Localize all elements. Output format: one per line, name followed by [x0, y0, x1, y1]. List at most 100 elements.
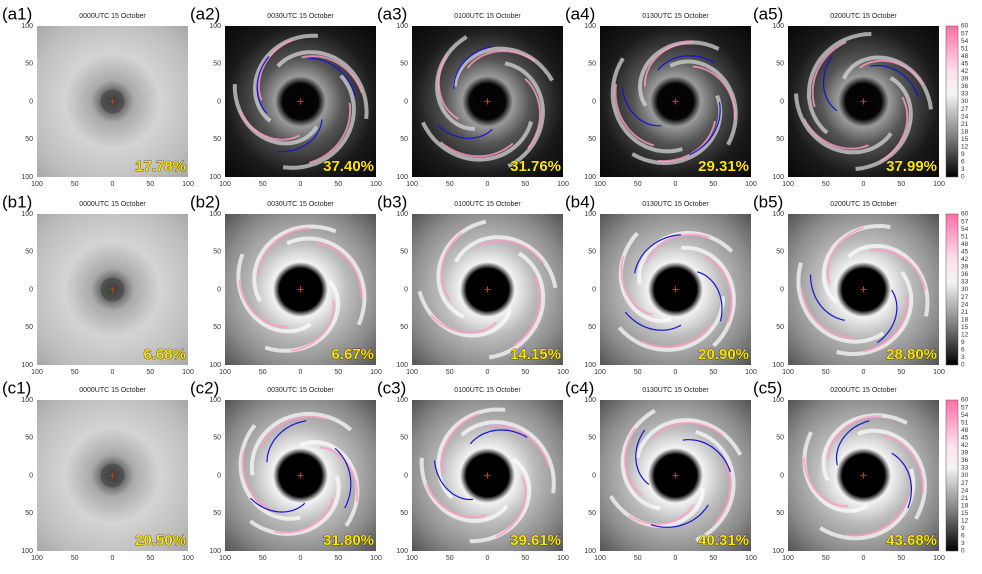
y-tick-label: 0 [404, 286, 408, 293]
percentage: 37.99% [886, 158, 937, 175]
x-tick-label: 100 [782, 369, 794, 376]
x-tick-label: 100 [557, 181, 569, 188]
y-tick-label: 100 [584, 548, 596, 555]
y-tick-label: 50 [400, 61, 408, 68]
x-tick-label: 0 [111, 181, 115, 188]
pink-band [439, 141, 514, 158]
y-tick-label: 100 [209, 23, 221, 30]
pink-band [301, 55, 363, 94]
y-tick-label: 50 [776, 136, 784, 143]
panel-label: (c2) [190, 378, 219, 397]
y-tick-label: 50 [213, 510, 221, 517]
y-tick-label: 50 [588, 136, 596, 143]
x-tick-label: 0 [299, 555, 303, 562]
y-tick-label: 100 [396, 211, 408, 218]
x-tick-label: 0 [674, 555, 678, 562]
y-tick-label: 50 [776, 510, 784, 517]
colorbar-tick-label: 24 [961, 113, 969, 120]
spiral-band [249, 411, 353, 476]
colorbar-tick-label: 24 [961, 487, 969, 494]
colorbar-tick-label: 27 [961, 106, 969, 113]
colorbar-tick-label: 57 [961, 404, 969, 411]
colorbar-tick-label: 15 [961, 510, 969, 517]
contour [891, 452, 912, 509]
colorbar-tick-label: 30 [961, 98, 969, 105]
spiral-band [252, 224, 337, 303]
spiral-band [253, 33, 318, 123]
center-mark [109, 98, 116, 105]
spiral-band [436, 219, 487, 319]
pink-band [291, 299, 335, 352]
y-tick-label: 100 [772, 211, 784, 218]
percentage: 28.80% [886, 346, 937, 363]
x-tick-label: 50 [521, 369, 529, 376]
contour [434, 460, 474, 501]
panel: (c2) 0030UTC 15 October31.80%100100505000… [190, 378, 382, 561]
pink-band [488, 425, 550, 468]
y-tick-label: 0 [217, 98, 221, 105]
colorbar-tick-label: 3 [961, 166, 965, 173]
colorbar-tick-label: 15 [961, 324, 969, 331]
y-tick-label: 0 [29, 286, 33, 293]
x-tick-label: 50 [822, 369, 830, 376]
y-tick-label: 100 [584, 174, 596, 181]
panel-time: 0130UTC 15 October [642, 201, 709, 208]
x-tick-label: 50 [822, 181, 830, 188]
percentage: 43.68% [886, 532, 937, 549]
spiral-band [488, 251, 546, 360]
x-tick-label: 0 [111, 555, 115, 562]
y-tick-label: 0 [29, 472, 33, 479]
x-tick-label: 100 [745, 181, 757, 188]
y-tick-label: 50 [213, 435, 221, 442]
panel: (a4) 0130UTC 15 October29.31%100100505000… [565, 4, 757, 187]
x-tick-label: 50 [897, 369, 905, 376]
panel: (c3) 0100UTC 15 October39.61%100100505000… [377, 378, 569, 561]
panel: (c4) 0130UTC 15 October40.31%100100505000… [565, 378, 757, 561]
x-tick-label: 0 [862, 181, 866, 188]
colorbar-tick-label: 0 [961, 548, 965, 555]
pink-band [475, 239, 545, 265]
x-tick-label: 100 [31, 181, 43, 188]
x-tick-label: 0 [486, 181, 490, 188]
center-mark [109, 472, 116, 479]
contour [277, 119, 323, 153]
colorbar-tick-label: 54 [961, 38, 969, 45]
spiral-band [419, 457, 509, 523]
spiral-band [857, 428, 927, 520]
colorbar-tick-label: 60 [961, 23, 969, 30]
y-tick-label: 50 [776, 61, 784, 68]
contour [437, 124, 493, 139]
x-tick-label: 100 [933, 555, 945, 562]
spiral-band [610, 57, 683, 154]
center-mark [672, 286, 679, 293]
x-tick-label: 100 [745, 369, 757, 376]
x-tick-label: 100 [31, 555, 43, 562]
y-tick-label: 50 [213, 136, 221, 143]
colorbar-tick-label: 12 [961, 518, 969, 525]
x-tick-label: 100 [182, 555, 194, 562]
colorbar-tick-label: 3 [961, 540, 965, 547]
colorbar-tick-label: 48 [961, 427, 969, 434]
colorbar-tick-label: 51 [961, 233, 969, 240]
spiral-band [794, 93, 893, 155]
pink-band [645, 233, 710, 264]
y-tick-label: 0 [780, 472, 784, 479]
x-tick-label: 100 [182, 181, 194, 188]
y-tick-label: 100 [209, 211, 221, 218]
pink-band [800, 289, 855, 339]
y-tick-label: 100 [584, 23, 596, 30]
contour [822, 56, 838, 112]
percentage: 40.31% [698, 532, 749, 549]
contour [249, 497, 306, 513]
y-tick-label: 100 [21, 362, 33, 369]
y-tick-label: 0 [217, 472, 221, 479]
spiral-band [286, 236, 367, 326]
panel: (c1) 0000UTC 15 October20.50%100100505000… [2, 378, 194, 561]
x-tick-label: 50 [897, 181, 905, 188]
contour [635, 429, 650, 485]
colorbar-tick-label: 30 [961, 472, 969, 479]
pink-band [430, 314, 497, 334]
x-tick-label: 50 [71, 369, 79, 376]
